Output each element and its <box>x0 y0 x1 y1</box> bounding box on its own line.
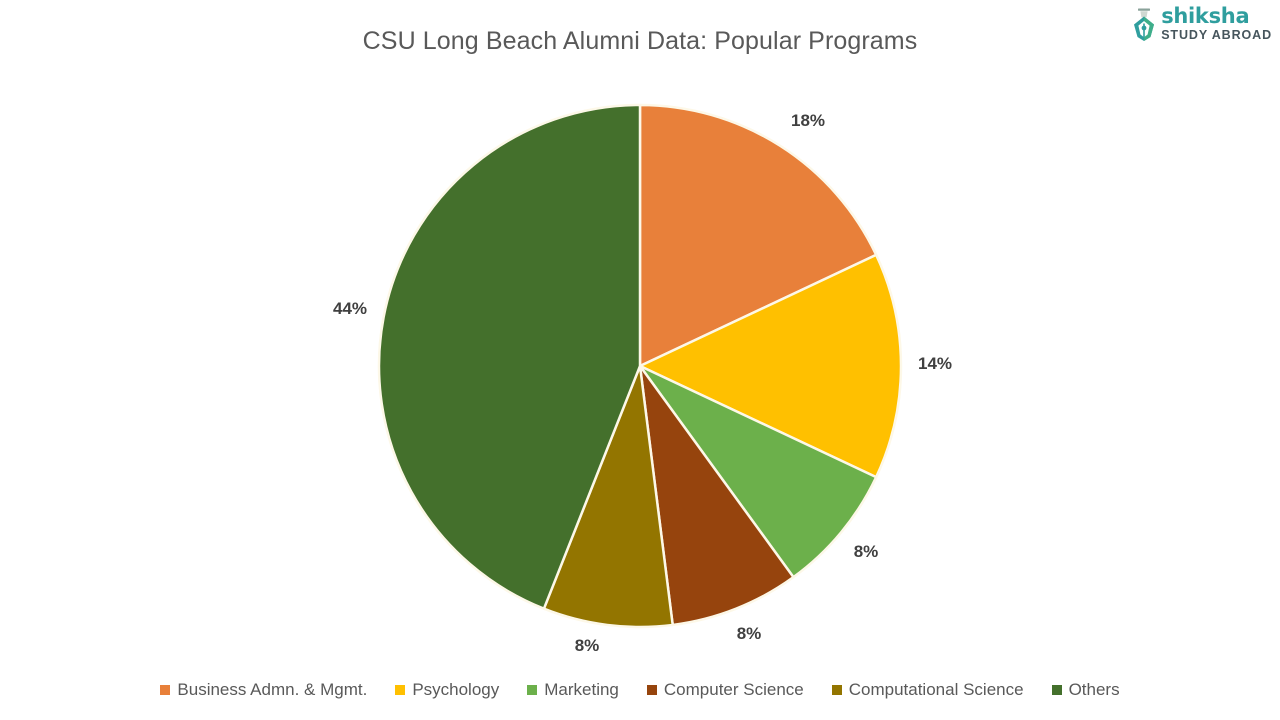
legend-swatch-computer-science <box>646 684 657 695</box>
pie-slice-computer-science[interactable] <box>638 364 795 627</box>
chart-title: CSU Long Beach Alumni Data: Popular Prog… <box>362 27 918 55</box>
data-label-marketing: 8% <box>853 542 879 561</box>
legend-swatch-psychology <box>395 684 406 695</box>
legend-label-others: Others <box>1068 680 1120 699</box>
legend-item-computational-science[interactable]: Computational Science <box>831 680 1024 699</box>
data-label-psychology: 14% <box>917 354 953 373</box>
chart-plot-area: 18% 14% 8% 8% 8% 44% <box>332 103 953 655</box>
pen-nib-icon <box>1134 8 1155 41</box>
legend-item-marketing[interactable]: Marketing <box>527 681 619 698</box>
legend-item-others[interactable]: Others <box>1051 680 1120 699</box>
brand-wordmark: shiksha STUDY ABROAD <box>1161 6 1272 42</box>
legend-item-computer-science[interactable]: Computer Science <box>646 680 804 699</box>
brand-tagline: STUDY ABROAD <box>1161 28 1272 43</box>
legend-swatch-computational-science <box>831 684 842 695</box>
data-label-computer-science: 8% <box>736 624 762 643</box>
pie-slice-business-admn-mgmt[interactable] <box>638 103 878 368</box>
data-label-computational-science: 8% <box>574 636 600 655</box>
legend-label-psychology: Psychology <box>412 680 500 699</box>
data-label-business-admn-mgmt: 18% <box>790 111 826 130</box>
brand-logo: shiksha STUDY ABROAD <box>1131 4 1272 44</box>
pie-slice-marketing[interactable] <box>638 364 878 579</box>
brand-name: shiksha <box>1161 4 1250 29</box>
pie-chart <box>377 103 903 629</box>
pie-slice-psychology[interactable] <box>638 253 903 479</box>
legend-item-psychology[interactable]: Psychology <box>395 681 499 698</box>
legend-swatch-marketing <box>527 684 538 695</box>
legend-label-marketing: Marketing <box>544 680 619 699</box>
pie-slice-computational-science[interactable] <box>542 364 674 629</box>
legend-swatch-others <box>1051 684 1062 695</box>
data-label-others: 44% <box>332 299 368 318</box>
pie-slice-group <box>377 103 903 629</box>
pie-slice-others[interactable] <box>377 103 642 610</box>
legend-label-business-admn-mgmt: Business Admn. & Mgmt. <box>177 680 368 699</box>
legend-swatch-business-admn-mgmt <box>160 684 171 695</box>
legend-label-computational-science: Computational Science <box>848 680 1024 699</box>
legend-label-computer-science: Computer Science <box>663 680 804 699</box>
chart-legend: Business Admn. & Mgmt. Psychology Marketin… <box>0 681 1280 698</box>
legend-item-business-admn-mgmt[interactable]: Business Admn. & Mgmt. <box>160 681 367 698</box>
